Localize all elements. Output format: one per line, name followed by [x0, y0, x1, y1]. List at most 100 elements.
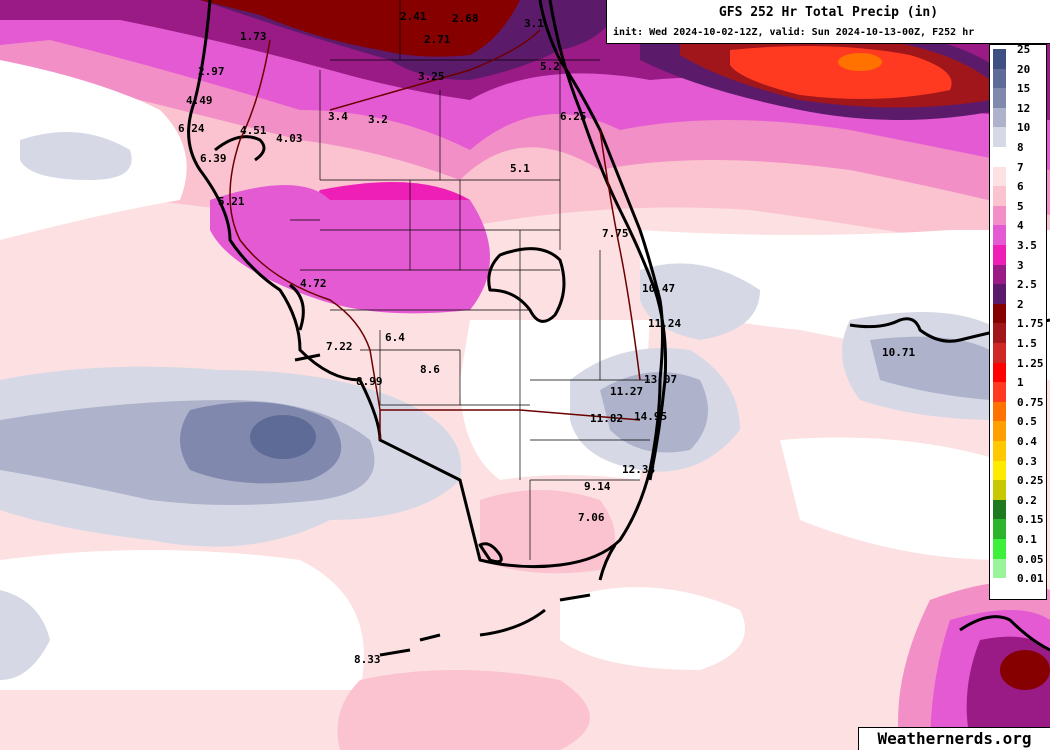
legend-label: 4 [1017, 219, 1024, 233]
shade-10-sw [0, 590, 50, 680]
legend-row: 1.5 [993, 337, 1047, 364]
coastlines [187, 0, 1050, 657]
precip-value-label: 4.72 [300, 277, 327, 290]
legend-swatch [993, 558, 1006, 580]
shade-3-se [966, 636, 1050, 740]
precip-value-label: 9.14 [584, 480, 611, 493]
shade-4-west-fl [210, 185, 490, 314]
precip-value-label: 4.51 [240, 124, 267, 137]
legend-label: 0.75 [1017, 395, 1044, 409]
precip-value-label: 6.4 [385, 331, 405, 344]
legend-swatch [993, 578, 1006, 600]
highways [229, 29, 641, 440]
legend-swatch [993, 264, 1006, 286]
precip-value-label: 5.21 [218, 195, 245, 208]
cuba-ne [959, 615, 1050, 652]
legend-row: 1.75 [993, 317, 1047, 345]
fl-west-coast [187, 0, 664, 569]
precip-value-label: 10.47 [642, 282, 675, 295]
precip-value-label: 6.25 [560, 110, 587, 123]
precip-legend: 25 20 15 12 10 8 7 6 5 4 3.5 3 2.5 2 1.75 1.5 1.25 1 0.75 0… [989, 43, 1047, 600]
legend-swatch [993, 127, 1006, 149]
legend-label: 0.5 [1017, 415, 1037, 429]
legend-swatch [993, 205, 1006, 227]
shade-6-keys [480, 490, 615, 574]
legend-label: 0.2 [1017, 493, 1037, 507]
precip-value-label: 7.75 [602, 227, 629, 240]
legend-row: 0.05 [993, 553, 1047, 580]
legend-label: 25 [1017, 43, 1031, 56]
legend-label: 2 [1017, 297, 1024, 311]
precip-value-label: 2.71 [424, 33, 451, 46]
precip-value-label: 2.41 [400, 10, 427, 23]
shade-075-ne [838, 53, 882, 71]
credit-label: Weathernerds.org [858, 727, 1050, 750]
legend-swatch [993, 441, 1006, 462]
map-header: GFS 252 Hr Total Precip (in) init: Wed 2… [606, 0, 1050, 44]
legend-label: 1.5 [1017, 337, 1037, 350]
legend-label: 10 [1017, 121, 1031, 135]
precip-value-label: 2.97 [198, 65, 225, 78]
legend-swatch [993, 166, 1006, 188]
legend-swatch [993, 343, 1006, 364]
legend-swatch [993, 362, 1006, 384]
precip-value-label: 13.07 [644, 373, 677, 386]
precip-value-label: 6.24 [178, 122, 205, 135]
legend-label: 0.4 [1017, 435, 1037, 448]
legend-swatch [993, 460, 1006, 482]
precip-value-label: 12.38 [622, 463, 655, 476]
shade-10-nw [20, 132, 132, 180]
precip-value-label: 3.25 [418, 70, 445, 83]
legend-swatch [993, 323, 1006, 345]
shade-20-gulf [250, 415, 316, 459]
precip-value-label: 6.39 [200, 152, 227, 165]
lake-okeechobee [487, 247, 566, 323]
legend-label: 15 [1017, 82, 1031, 96]
keys [479, 544, 617, 637]
legend-label: 1 [1017, 376, 1024, 390]
legend-label: 0.01 [1017, 572, 1044, 586]
precip-value-label: 2.68 [452, 12, 479, 25]
legend-swatch [993, 382, 1006, 404]
legend-label: 2.5 [1017, 278, 1037, 292]
legend-swatch [993, 107, 1006, 129]
shade-2-se [1000, 650, 1050, 690]
shade-white-south [0, 550, 364, 690]
precip-value-label: 10.71 [882, 346, 915, 359]
legend-label: 0.25 [1017, 474, 1044, 488]
precip-value-label: 11.27 [610, 385, 643, 398]
precip-value-label: 7.22 [326, 340, 353, 353]
shade-12-se-fl [600, 372, 708, 453]
legend-swatch [993, 499, 1006, 521]
legend-label: 20 [1017, 62, 1031, 76]
precip-value-label: 7.06 [578, 511, 605, 524]
precip-value-label: 4.49 [186, 94, 213, 107]
legend-row: 0.01 [993, 572, 1047, 600]
map-title: GFS 252 Hr Total Precip (in) [718, 5, 939, 20]
legend-label: 7 [1017, 160, 1024, 174]
precip-value-label: 8.6 [420, 363, 440, 376]
legend-swatch [993, 68, 1006, 90]
legend-label: 6 [1017, 180, 1024, 194]
legend-swatch [993, 421, 1006, 443]
county-lines [290, 0, 650, 560]
dry-tortugas [379, 633, 441, 657]
legend-row: 0.75 [993, 396, 1047, 423]
shade-6-south [337, 670, 590, 750]
legend-row: 0.1 [993, 533, 1047, 560]
shade-white-east2 [780, 437, 1000, 560]
legend-swatch [993, 539, 1006, 560]
shade-12-far-east [870, 336, 990, 400]
legend-swatch [993, 225, 1006, 247]
shade-125-ne [730, 46, 952, 99]
tampa [214, 135, 266, 162]
charlotte [289, 283, 321, 362]
precip-value-label: 3.4 [328, 110, 348, 123]
legend-label: 12 [1017, 101, 1031, 115]
legend-label: 0.15 [1017, 513, 1044, 527]
legend-label: 5 [1017, 199, 1024, 213]
legend-label: 0.05 [1017, 552, 1044, 566]
map-subtitle: init: Wed 2024-10-02-12Z, valid: Sun 202… [613, 27, 975, 38]
